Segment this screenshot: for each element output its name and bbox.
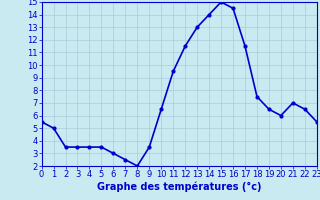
X-axis label: Graphe des températures (°c): Graphe des températures (°c): [97, 182, 261, 192]
